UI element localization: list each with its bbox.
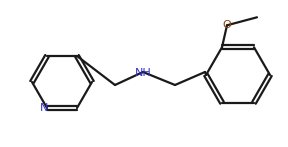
Text: NH: NH bbox=[134, 68, 151, 78]
Text: N: N bbox=[40, 103, 48, 113]
Text: O: O bbox=[223, 20, 231, 30]
